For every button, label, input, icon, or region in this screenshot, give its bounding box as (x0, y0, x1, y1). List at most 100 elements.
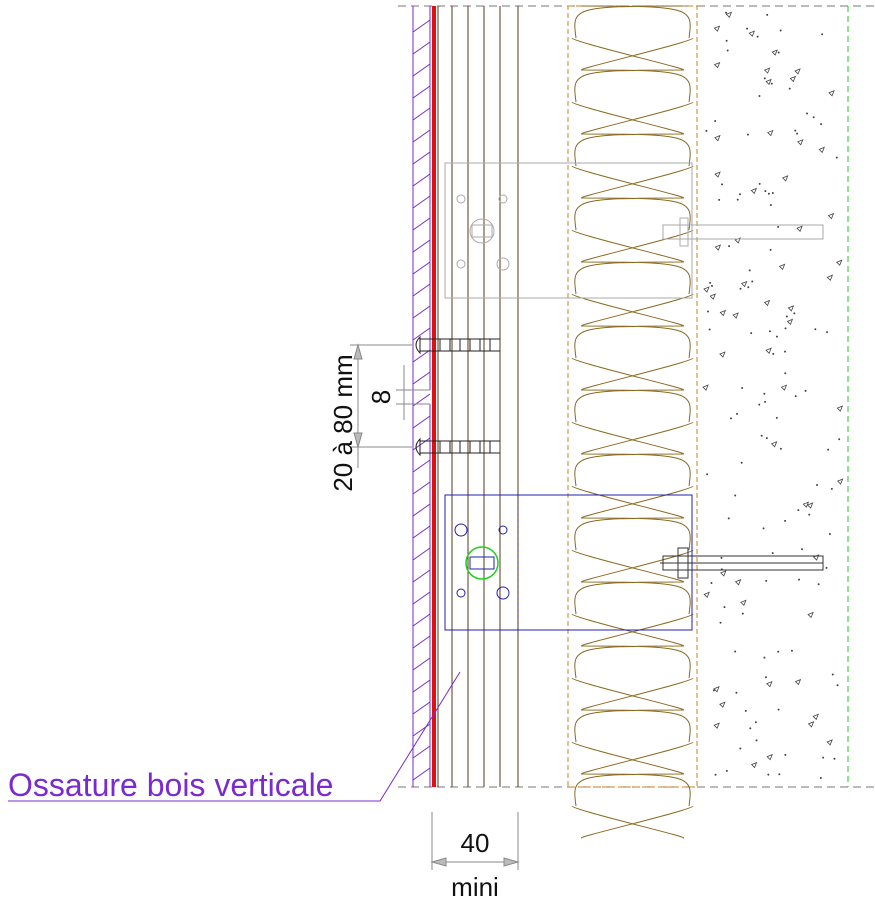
aggregate (828, 532, 831, 535)
aggregate (744, 709, 747, 712)
hatch (412, 63, 431, 77)
hatch (412, 547, 431, 561)
hatch (412, 635, 431, 649)
aggregate (728, 245, 731, 248)
hatch (412, 239, 431, 253)
aggregate (765, 347, 772, 354)
callout-label: Ossature bois verticale (8, 767, 333, 803)
aggregate (734, 494, 737, 497)
aggregate (705, 129, 708, 132)
aggregate (748, 30, 756, 37)
aggregate (796, 225, 803, 232)
aggregate (713, 61, 721, 69)
hatch (412, 151, 431, 165)
hatch (412, 349, 431, 363)
aggregate (775, 335, 778, 338)
hatch (412, 19, 431, 33)
aggregate (708, 328, 711, 331)
aggregate (768, 330, 771, 333)
aggregate (740, 461, 743, 464)
aggregate (747, 286, 750, 289)
aggregate (794, 68, 801, 75)
aggregate (719, 309, 727, 317)
hatch (412, 371, 431, 385)
aggregate (766, 13, 769, 16)
aggregate (777, 708, 780, 711)
aggregate (763, 299, 771, 307)
aggregate (751, 280, 754, 283)
aggregate (767, 192, 770, 195)
aggregate (816, 483, 819, 486)
aggregate (784, 350, 787, 353)
aggregate (723, 606, 726, 609)
aggregate (767, 129, 774, 137)
insulation-edge (567, 5, 698, 788)
gap-range-label: 20 à 80 mm (328, 354, 358, 491)
aggregate (725, 769, 728, 772)
hatch (412, 261, 431, 275)
aggregate (739, 287, 742, 290)
aggregate (734, 579, 742, 586)
aggregate (827, 212, 835, 220)
aggregate (725, 11, 728, 14)
aggregate (797, 509, 800, 512)
aggregate (735, 691, 738, 694)
aggregate (750, 187, 758, 195)
aggregate (821, 33, 824, 36)
aggregate (808, 513, 811, 516)
aggregate (771, 192, 774, 195)
gap-joint-label: 8 (366, 390, 396, 404)
aggregate (826, 274, 834, 281)
aggregate (777, 51, 780, 54)
aggregate (763, 392, 766, 395)
aggregate (706, 310, 709, 313)
aggregate (782, 175, 789, 182)
aggregate (765, 579, 768, 582)
aggregate (835, 156, 838, 159)
aggregate (736, 198, 739, 201)
aggregate (765, 437, 768, 440)
aggregate (804, 389, 807, 392)
aggregate (806, 112, 809, 115)
aggregate (712, 689, 715, 692)
aggregate (831, 673, 834, 676)
aggregate (778, 773, 781, 776)
aggregate (746, 133, 749, 136)
hatch (412, 173, 431, 187)
insulation (571, 5, 694, 839)
aggregate (760, 434, 763, 437)
aggregate (727, 517, 730, 520)
aggregate (738, 193, 741, 196)
aggregate (732, 312, 739, 319)
aggregate (807, 721, 815, 728)
aggregate (710, 284, 713, 287)
aggregate (713, 25, 721, 32)
aggregate (778, 263, 786, 271)
hatch (412, 679, 431, 693)
aggregate (770, 441, 778, 448)
aggregate (770, 82, 773, 85)
hatch (412, 129, 431, 143)
aggregate (827, 448, 830, 451)
aggregate (826, 331, 829, 334)
aggregate (746, 27, 749, 30)
aggregate (771, 552, 774, 555)
aggregate (714, 773, 717, 776)
aggregate (756, 35, 759, 38)
aggregate (764, 190, 767, 193)
limits (398, 5, 875, 788)
hatch (412, 459, 431, 473)
hatch (412, 745, 431, 759)
aggregate (706, 473, 709, 476)
aggregate (763, 77, 766, 80)
aggregate (769, 248, 772, 251)
aggregate (758, 182, 761, 185)
aggregate (734, 650, 737, 653)
batten-width-label: 40 (461, 828, 490, 858)
hatch (412, 569, 431, 583)
aggregate (836, 684, 839, 687)
aggregate (798, 578, 801, 581)
hatch (412, 283, 431, 297)
hatch (412, 525, 431, 539)
aggregate (710, 582, 713, 585)
